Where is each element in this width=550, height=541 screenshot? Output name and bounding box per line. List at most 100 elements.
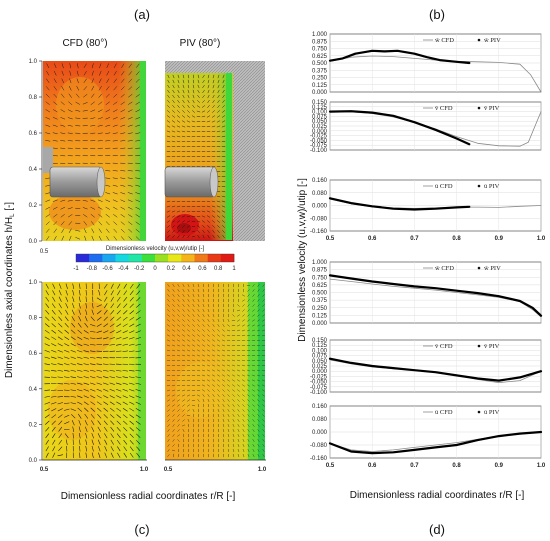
colorbar-tick-label: 0 xyxy=(153,266,157,272)
contour-piv-bottom xyxy=(165,282,266,460)
legend-piv: ū PIV xyxy=(484,183,500,190)
y-tick-label: 0.000 xyxy=(312,369,328,375)
chart-d-u: 0.160 0.080 0.000 -0.080 -0.160 ū CFD ū PIV 0.5… xyxy=(310,404,546,469)
y-tick-label: -0.050 xyxy=(310,138,328,144)
y-tick-label: 0.050 xyxy=(312,119,328,125)
impeller-hub-cfd xyxy=(43,147,106,198)
colorbar-cell xyxy=(128,254,143,262)
bottom-left-axis: 1.0 0.8 0.6 0.4 0.2 0.0 0.5 1.0 0.5 1.0 xyxy=(29,280,267,473)
chart-d-v: 0.1500.1250.1000.0750.0500.0250.000-0.02… xyxy=(310,338,543,396)
colorbar-tick-label: 1 xyxy=(232,266,236,272)
x-tick-label: 0.9 xyxy=(495,463,504,469)
colorbar-tick-label: 0.4 xyxy=(182,266,191,272)
colorbar-tick-label: 0.8 xyxy=(214,266,223,272)
y-tick-label: 0.375 xyxy=(312,298,328,304)
legend-swatch-piv xyxy=(477,38,481,42)
bottom-piv-x-tick-min: 0.5 xyxy=(164,467,173,473)
legend-swatch-piv xyxy=(477,106,481,110)
top-y-tick-label: 1.0 xyxy=(29,59,38,65)
y-tick-label: 0.875 xyxy=(312,268,328,274)
right-y-axis-label: Dimensionless velocity (u,v,w)/utip [-] xyxy=(297,178,308,342)
y-tick-label: -0.080 xyxy=(310,216,328,222)
series-line-piv xyxy=(328,430,543,455)
y-tick-label: 0.750 xyxy=(312,47,328,53)
colorbar: Dimensionless velocity (u,v,w)/utip [-] … xyxy=(73,246,236,272)
y-tick-label: 0.160 xyxy=(312,404,328,410)
bottom-y-tick-label: 0.6 xyxy=(29,351,38,357)
chart-b-v: 0.1500.1250.1000.0750.0500.0250.000-0.02… xyxy=(310,100,542,154)
contour-piv-top xyxy=(165,61,265,241)
colorbar-tick-label: -0.2 xyxy=(134,266,145,272)
y-tick-label: 0.000 xyxy=(312,321,328,327)
colorbar-cell xyxy=(181,254,195,262)
y-tick-label: 0.080 xyxy=(312,417,328,423)
bottom-y-tick-label: 0.2 xyxy=(29,422,38,428)
y-tick-label: 0.075 xyxy=(312,354,328,360)
colorbar-tick-label: 0.6 xyxy=(198,266,207,272)
colorbar-cell xyxy=(102,254,116,262)
bottom-y-tick-label: 0.0 xyxy=(29,458,38,464)
x-tick-label: 0.7 xyxy=(410,463,419,469)
y-tick-label: -0.100 xyxy=(310,148,328,154)
y-tick-label: -0.050 xyxy=(310,380,328,386)
top-y-tick-label: 0.6 xyxy=(29,131,38,137)
legend-cfd: v̄ CFD xyxy=(435,343,453,350)
piv-title: PIV (80°) xyxy=(180,38,221,49)
y-tick-label: 0.000 xyxy=(312,90,328,96)
y-tick-label: 0.875 xyxy=(312,39,328,45)
colorbar-cell xyxy=(115,254,129,262)
bottom-y-tick-label: 0.4 xyxy=(29,387,38,393)
y-tick-label: 0.150 xyxy=(312,100,328,106)
top-y-tick-label: 0.8 xyxy=(29,95,38,101)
cfd-title: CFD (80°) xyxy=(62,38,107,49)
y-tick-label: 0.150 xyxy=(312,338,328,344)
legend-cfd: ū CFD xyxy=(435,183,453,190)
legend-piv: ū PIV xyxy=(484,409,500,416)
y-tick-label: 0.160 xyxy=(312,178,328,184)
colorbar-tick-label: -0.4 xyxy=(118,266,129,272)
y-tick-label: 0.250 xyxy=(312,76,328,82)
y-tick-label: 0.025 xyxy=(312,364,328,370)
y-tick-label: 0.375 xyxy=(312,68,328,74)
y-tick-label: 0.080 xyxy=(312,191,328,197)
y-tick-label: 0.075 xyxy=(312,114,328,120)
y-tick-label: -0.160 xyxy=(310,456,328,462)
y-tick-label: 0.125 xyxy=(312,313,328,319)
legend-swatch-piv xyxy=(477,344,481,348)
y-tick-label: 0.025 xyxy=(312,124,328,130)
impeller-hub-piv xyxy=(164,166,219,198)
colorbar-tick-label: -0.8 xyxy=(87,266,98,272)
y-tick-label: 0.250 xyxy=(312,306,328,312)
colorbar-cell xyxy=(207,254,222,262)
legend-piv: w̄ PIV xyxy=(484,265,501,272)
y-tick-label: 0.625 xyxy=(312,54,328,60)
colorbar-cell xyxy=(89,254,103,262)
y-tick-label: 0.125 xyxy=(312,343,328,349)
y-tick-label: 0.000 xyxy=(312,204,328,210)
right-x-axis-label: Dimensionless radial coordinates r/R [-] xyxy=(350,490,525,501)
left-y-axis-label: Dimensionless axial coordinates h/HL [-] xyxy=(4,202,16,378)
y-tick-label: -0.075 xyxy=(310,143,328,149)
top-y-tick-label: 0.4 xyxy=(29,167,38,173)
series-line-piv xyxy=(328,110,471,146)
legend-cfd: w̄ CFD xyxy=(435,265,454,272)
bottom-cfd-x-tick-min: 0.5 xyxy=(40,467,49,473)
bottom-y-tick-label: 1.0 xyxy=(29,280,38,286)
contour-cfd-top xyxy=(43,61,146,241)
y-tick-label: -0.025 xyxy=(310,134,328,140)
colorbar-cell xyxy=(76,254,90,262)
colorbar-cell xyxy=(168,254,182,262)
y-tick-label: -0.100 xyxy=(310,390,328,396)
y-tick-label: 1.000 xyxy=(312,32,328,38)
legend-swatch-piv xyxy=(477,266,481,270)
colorbar-cell xyxy=(141,254,156,262)
y-tick-label: 0.050 xyxy=(312,359,328,365)
x-tick-label: 0.9 xyxy=(495,236,504,242)
y-tick-label: 0.125 xyxy=(312,105,328,111)
y-tick-label: 1.000 xyxy=(312,260,328,266)
x-tick-label: 0.8 xyxy=(452,463,461,469)
x-tick-label: 0.5 xyxy=(326,236,335,242)
colorbar-title: Dimensionless velocity (u,v,w)/utip [-] xyxy=(106,246,205,252)
series-line-piv xyxy=(328,197,471,211)
legend-swatch-piv xyxy=(477,184,481,188)
